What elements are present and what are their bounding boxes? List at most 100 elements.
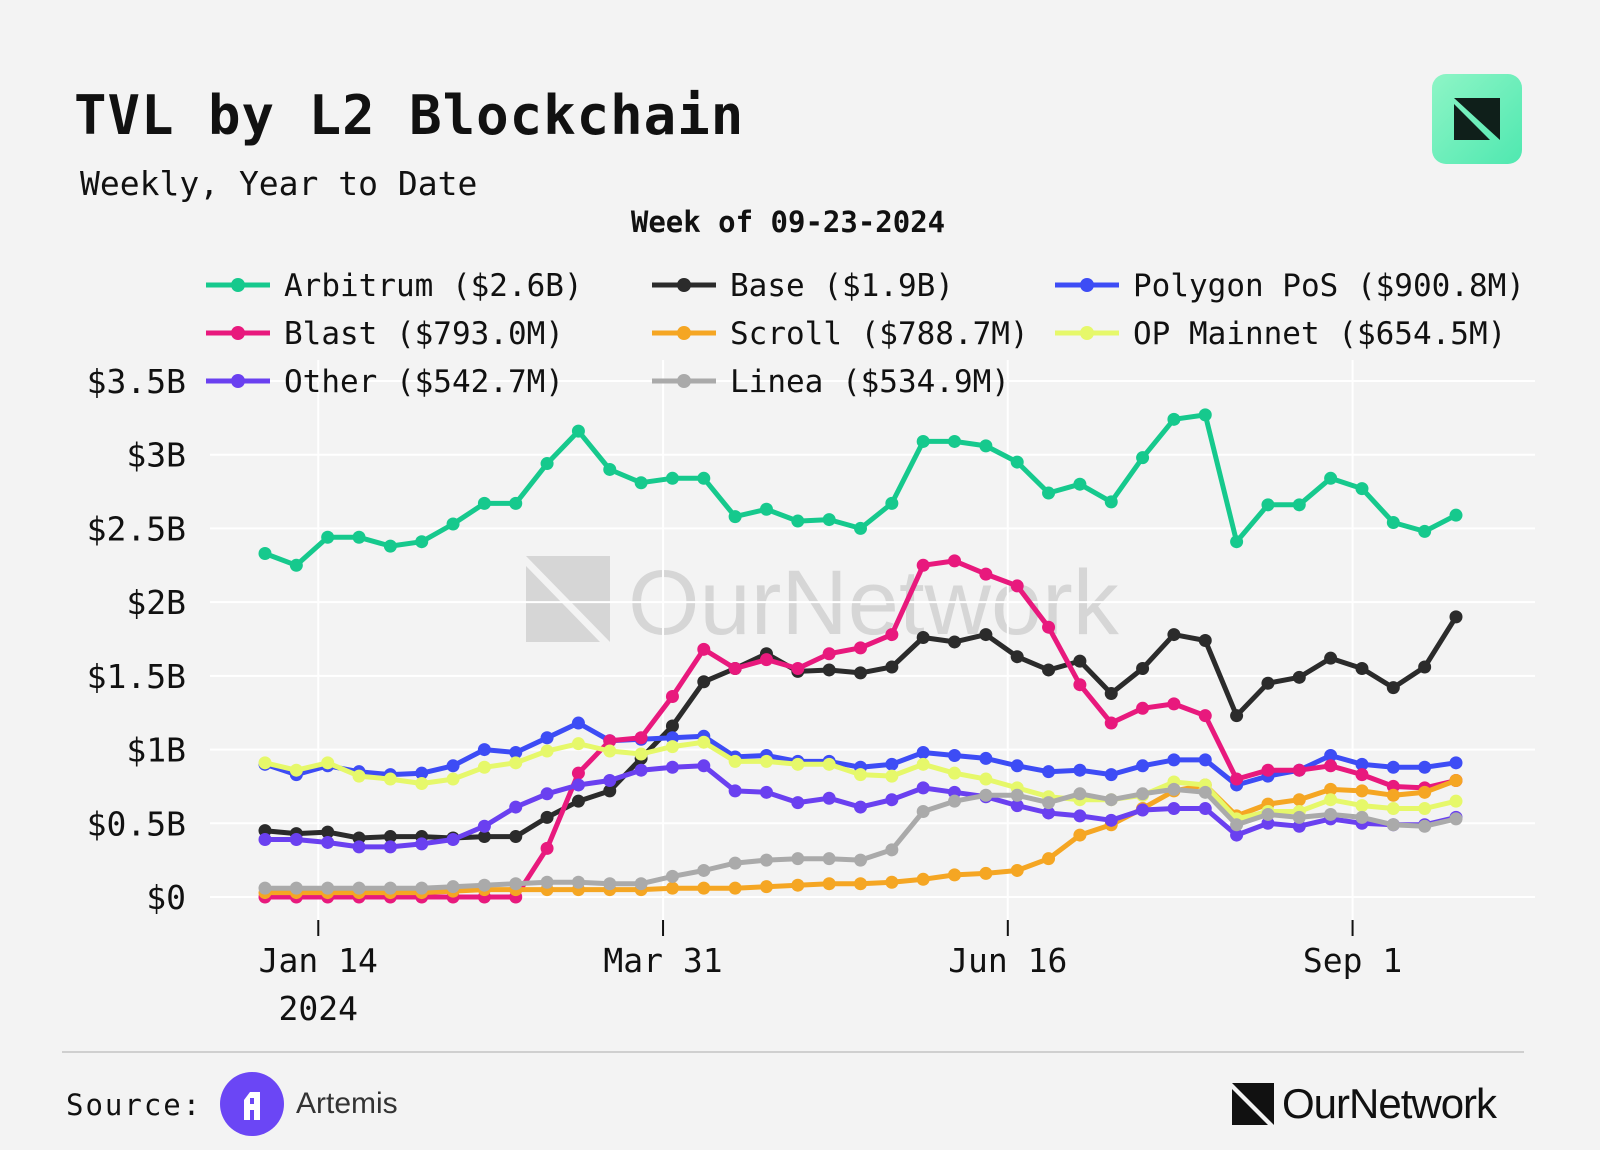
data-point-scroll [822, 877, 836, 891]
data-point-linea [1167, 782, 1181, 796]
legend-label: Base ($1.9B) [730, 268, 954, 304]
data-point-linea [1230, 818, 1244, 832]
data-point-linea [822, 852, 836, 866]
data-point-linea [289, 881, 303, 895]
data-point-op-mainnet [665, 740, 679, 754]
data-point-op-mainnet [791, 757, 805, 771]
series-other [258, 759, 1463, 854]
series-blast [258, 554, 1463, 904]
data-point-arbitrum [1042, 486, 1056, 500]
chart-subtitle: Weekly, Year to Date [80, 164, 478, 203]
data-point-blast [634, 731, 648, 745]
data-point-linea [916, 804, 930, 818]
brand-logo: OurNetwork [1232, 1080, 1497, 1128]
data-point-arbitrum [728, 510, 742, 524]
data-point-base [477, 830, 491, 844]
legend-item-linea: Linea ($534.9M) [652, 364, 1010, 400]
data-point-op-mainnet [885, 769, 899, 783]
data-point-linea [1418, 819, 1432, 833]
data-point-linea [948, 794, 962, 808]
data-point-polygon-pos [446, 759, 460, 773]
data-point-linea [1198, 785, 1212, 799]
data-point-base [1136, 661, 1150, 675]
data-point-other [509, 800, 523, 814]
data-point-op-mainnet [415, 776, 429, 790]
data-point-linea [854, 853, 867, 867]
data-point-arbitrum [509, 496, 523, 510]
data-point-other [1042, 806, 1056, 820]
data-point-arbitrum [1324, 471, 1338, 485]
legend-item-base: Base ($1.9B) [652, 268, 954, 304]
data-point-linea [415, 881, 429, 895]
data-point-op-mainnet [509, 756, 523, 770]
data-point-base [854, 666, 867, 680]
data-point-op-mainnet [728, 754, 742, 768]
data-point-base [1355, 661, 1369, 675]
data-point-arbitrum [1010, 455, 1024, 469]
legend-label: Other ($542.7M) [284, 364, 564, 400]
data-point-scroll [1449, 774, 1463, 788]
data-point-other [289, 833, 303, 847]
data-point-scroll [697, 881, 711, 895]
data-point-linea [1449, 812, 1463, 826]
data-point-scroll [1292, 793, 1306, 807]
data-point-base [665, 719, 679, 733]
data-point-scroll [1073, 828, 1087, 842]
data-point-op-mainnet [1355, 799, 1369, 813]
data-point-polygon-pos [1042, 765, 1056, 779]
data-point-base [1198, 633, 1212, 647]
data-point-other [258, 833, 272, 847]
data-point-base [916, 631, 930, 645]
data-point-blast [916, 558, 930, 572]
legend-item-scroll: Scroll ($788.7M) [652, 316, 1029, 352]
data-point-base [822, 663, 836, 677]
series-linea [258, 782, 1463, 895]
data-point-arbitrum [540, 457, 554, 471]
data-point-arbitrum [289, 558, 303, 572]
x-tick-label: Mar 31 [603, 941, 722, 980]
watermark-logo-icon [526, 566, 600, 642]
data-point-scroll [791, 878, 805, 892]
data-point-blast [1292, 763, 1306, 777]
legend-swatch-marker [231, 278, 245, 292]
data-point-arbitrum [759, 502, 773, 516]
data-point-base [1104, 687, 1118, 701]
data-point-arbitrum [791, 514, 805, 528]
data-point-arbitrum [415, 535, 429, 549]
data-point-arbitrum [854, 521, 867, 535]
chart-legend: Arbitrum ($2.6B) Base ($1.9B) Polygon PoS … [206, 268, 1525, 400]
legend-item-arbitrum: Arbitrum ($2.6B) [206, 268, 583, 304]
data-point-base [1449, 610, 1463, 624]
data-point-other [1136, 803, 1150, 817]
data-point-arbitrum [1261, 498, 1275, 512]
data-point-blast [1167, 697, 1181, 711]
data-point-polygon-pos [979, 751, 993, 765]
data-point-blast [822, 647, 836, 661]
data-point-base [1292, 670, 1306, 684]
data-point-blast [1042, 620, 1056, 634]
data-point-arbitrum [1386, 516, 1400, 530]
data-point-arbitrum [383, 539, 397, 553]
data-point-blast [759, 653, 773, 667]
data-point-arbitrum [1167, 412, 1181, 426]
data-point-op-mainnet [697, 735, 711, 749]
data-point-polygon-pos [1104, 768, 1118, 782]
data-point-blast [1010, 579, 1024, 593]
data-point-scroll [1324, 782, 1338, 796]
legend-swatch-marker [677, 374, 691, 388]
data-point-base [383, 830, 397, 844]
data-point-linea [352, 881, 366, 895]
data-point-other [446, 833, 460, 847]
data-point-op-mainnet [477, 760, 491, 774]
data-point-scroll [1010, 863, 1024, 877]
data-point-arbitrum [634, 476, 648, 490]
y-tick-label: $2B [126, 583, 186, 622]
y-tick-label: $2.5B [87, 509, 186, 548]
data-point-arbitrum [916, 434, 930, 448]
data-point-other [759, 785, 773, 799]
series-arbitrum [258, 408, 1463, 572]
legend-item-other: Other ($542.7M) [206, 364, 564, 400]
series-op-mainnet [258, 735, 1463, 826]
data-point-op-mainnet [854, 768, 867, 782]
data-point-arbitrum [1418, 524, 1432, 538]
